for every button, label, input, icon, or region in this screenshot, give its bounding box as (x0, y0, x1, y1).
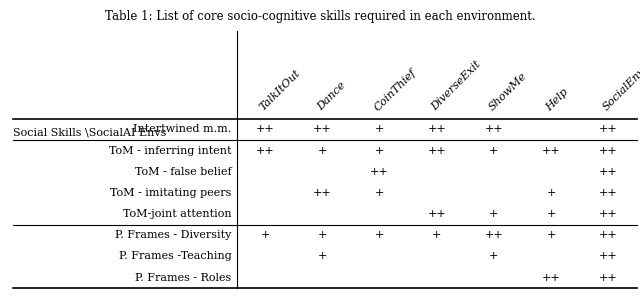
Text: Table 1: List of core socio-cognitive skills required in each environment.: Table 1: List of core socio-cognitive sk… (105, 10, 535, 23)
Text: ++: ++ (428, 209, 446, 219)
Text: ToM - inferring intent: ToM - inferring intent (109, 146, 232, 156)
Text: +: + (318, 251, 327, 261)
Text: ++: ++ (371, 167, 389, 177)
Text: CoinThief: CoinThief (372, 67, 419, 113)
Text: +: + (375, 188, 385, 198)
Text: ++: ++ (313, 188, 332, 198)
Text: ++: ++ (599, 273, 618, 282)
Text: ++: ++ (541, 146, 561, 156)
Text: ++: ++ (484, 124, 503, 134)
Text: ++: ++ (599, 251, 618, 261)
Text: +: + (260, 230, 270, 240)
Text: ++: ++ (313, 124, 332, 134)
Text: ++: ++ (428, 146, 446, 156)
Text: +: + (375, 146, 385, 156)
Text: +: + (547, 209, 556, 219)
Text: P. Frames - Diversity: P. Frames - Diversity (115, 230, 232, 240)
Text: ++: ++ (599, 124, 618, 134)
Text: Social Skills \SocialAI Envs: Social Skills \SocialAI Envs (13, 128, 166, 138)
Text: Help: Help (544, 87, 570, 113)
Text: ++: ++ (599, 188, 618, 198)
Text: ++: ++ (256, 146, 275, 156)
Text: P. Frames - Roles: P. Frames - Roles (136, 273, 232, 282)
Text: ++: ++ (599, 167, 618, 177)
Text: +: + (489, 251, 499, 261)
Text: +: + (318, 230, 327, 240)
Text: DiverseExit: DiverseExit (429, 60, 483, 113)
Text: Intertwined m.m.: Intertwined m.m. (133, 124, 232, 134)
Text: TalkItOut: TalkItOut (259, 68, 303, 113)
Text: P. Frames -Teaching: P. Frames -Teaching (119, 251, 232, 261)
Text: ShowMe: ShowMe (487, 71, 529, 113)
Text: Dance: Dance (316, 81, 348, 113)
Text: ++: ++ (256, 124, 275, 134)
Text: +: + (375, 230, 385, 240)
Text: ++: ++ (484, 230, 503, 240)
Text: ++: ++ (599, 209, 618, 219)
Text: +: + (547, 188, 556, 198)
Text: +: + (489, 146, 499, 156)
Text: +: + (489, 209, 499, 219)
Text: ++: ++ (428, 124, 446, 134)
Text: ++: ++ (599, 230, 618, 240)
Text: +: + (432, 230, 442, 240)
Text: +: + (375, 124, 385, 134)
Text: ++: ++ (541, 273, 561, 282)
Text: +: + (547, 230, 556, 240)
Text: ToM - false belief: ToM - false belief (135, 167, 232, 177)
Text: ToM-joint attention: ToM-joint attention (123, 209, 232, 219)
Text: SocialEnv: SocialEnv (601, 66, 640, 113)
Text: ToM - imitating peers: ToM - imitating peers (110, 188, 232, 198)
Text: +: + (318, 146, 327, 156)
Text: ++: ++ (599, 146, 618, 156)
